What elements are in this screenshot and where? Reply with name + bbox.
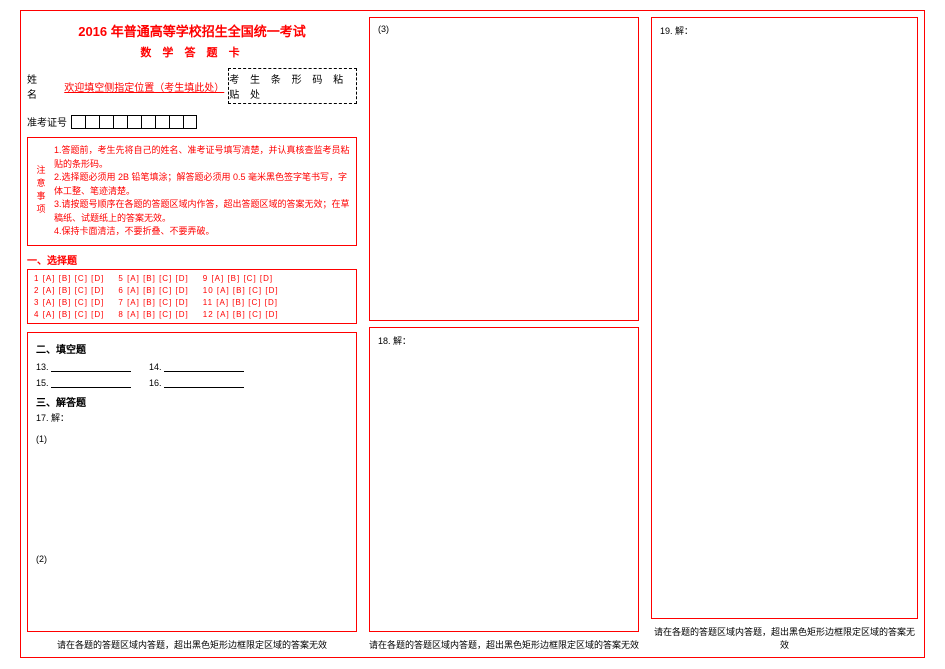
column-1: 2016 年普通高等学校招生全国统一考试 数 学 答 题 卡 姓 名 欢迎填空侧… (27, 17, 357, 651)
mc-col-2: 5 [A] [B] [C] [D] 6 [A] [B] [C] [D] 7 [A… (118, 274, 188, 319)
section-free-header: 三、解答题 (36, 394, 348, 409)
admission-number-label: 准考证号 (27, 114, 67, 129)
admission-number-row: 准考证号 (27, 114, 357, 129)
section-mc-header: 一、选择题 (27, 252, 357, 267)
panel-fill-and-q17: 二、填空题 13. 14. 15. 16. 三、解答题 17. 解： (1) (… (27, 332, 357, 632)
fill-row: 15. 16. (36, 378, 348, 388)
panel-q18: 18. 解： (369, 327, 639, 631)
q17-sub2: (2) (36, 554, 348, 564)
mc-row[interactable]: 1 [A] [B] [C] [D] (34, 274, 104, 283)
fill-row: 13. 14. (36, 362, 348, 372)
barcode-area: 考 生 条 形 码 粘 贴 处 (228, 68, 357, 104)
mc-row[interactable]: 3 [A] [B] [C] [D] (34, 298, 104, 307)
panel-q17-sub3: (3) (369, 17, 639, 321)
mc-row[interactable]: 12 [A] [B] [C] [D] (203, 310, 279, 319)
q19-label: 19. 解： (660, 24, 909, 37)
notice-box: 注意事项 1.答题前，考生先将自己的姓名、准考证号填写清楚，并认真核查监考员粘贴… (27, 137, 357, 246)
mc-row[interactable]: 4 [A] [B] [C] [D] (34, 310, 104, 319)
card-title: 数 学 答 题 卡 (27, 44, 357, 60)
multiple-choice-box: 1 [A] [B] [C] [D] 2 [A] [B] [C] [D] 3 [A… (27, 269, 357, 324)
q17-sub3: (3) (378, 24, 630, 34)
notice-line: 3.请按题号顺序在各题的答题区域内作答，超出答题区域的答案无效；在草稿纸、试题纸… (54, 198, 350, 225)
mc-col-1: 1 [A] [B] [C] [D] 2 [A] [B] [C] [D] 3 [A… (34, 274, 104, 319)
answer-sheet: 2016 年普通高等学校招生全国统一考试 数 学 答 题 卡 姓 名 欢迎填空侧… (20, 10, 925, 658)
notice-line: 1.答题前，考生先将自己的姓名、准考证号填写清楚，并认真核查监考员粘贴的条形码。 (54, 144, 350, 171)
q14-label: 14. (149, 362, 162, 372)
name-value: 欢迎填空侧指定位置（考生填此处） (64, 79, 220, 94)
mc-col-3: 9 [A] [B] [C] [D] 10 [A] [B] [C] [D] 11 … (203, 274, 279, 319)
exam-title: 2016 年普通高等学校招生全国统一考试 (27, 21, 357, 40)
panel-q19: 19. 解： (651, 17, 918, 619)
q16-label: 16. (149, 378, 162, 388)
q13-blank[interactable] (51, 362, 131, 372)
name-label: 姓 名 (27, 71, 56, 101)
notice-side-label: 注意事项 (34, 144, 48, 239)
notice-line: 2.选择题必须用 2B 铅笔填涂；解答题必须用 0.5 毫米黑色签字笔书写，字体… (54, 171, 350, 198)
mc-row[interactable]: 6 [A] [B] [C] [D] (118, 286, 188, 295)
footer-note-2: 请在各题的答题区域内答题，超出黑色矩形边框限定区域的答案无效 (369, 638, 639, 651)
q15-label: 15. (36, 378, 49, 388)
admission-number-boxes[interactable] (71, 115, 197, 129)
footer-note-3: 请在各题的答题区域内答题，超出黑色矩形边框限定区域的答案无效 (651, 625, 918, 651)
q18-label: 18. 解： (378, 334, 630, 347)
column-2: (3) 18. 解： 请在各题的答题区域内答题，超出黑色矩形边框限定区域的答案无… (369, 17, 639, 651)
q15-blank[interactable] (51, 378, 131, 388)
mc-row[interactable]: 11 [A] [B] [C] [D] (203, 298, 279, 307)
notice-text: 1.答题前，考生先将自己的姓名、准考证号填写清楚，并认真核查监考员粘贴的条形码。… (54, 144, 350, 239)
q17-sub1: (1) (36, 434, 348, 444)
section-fill-header: 二、填空题 (36, 341, 348, 356)
q13-label: 13. (36, 362, 49, 372)
q16-blank[interactable] (164, 378, 244, 388)
notice-line: 4.保持卡面清洁，不要折叠、不要弄破。 (54, 225, 350, 239)
q14-blank[interactable] (164, 362, 244, 372)
footer-note-1: 请在各题的答题区域内答题，超出黑色矩形边框限定区域的答案无效 (27, 638, 357, 651)
name-barcode-row: 姓 名 欢迎填空侧指定位置（考生填此处） 考 生 条 形 码 粘 贴 处 (27, 68, 357, 104)
q17-label: 17. 解： (36, 411, 348, 424)
column-3: 19. 解： 请在各题的答题区域内答题，超出黑色矩形边框限定区域的答案无效 (651, 17, 918, 651)
mc-row[interactable]: 8 [A] [B] [C] [D] (118, 310, 188, 319)
mc-row[interactable]: 9 [A] [B] [C] [D] (203, 274, 279, 283)
mc-row[interactable]: 2 [A] [B] [C] [D] (34, 286, 104, 295)
mc-row[interactable]: 10 [A] [B] [C] [D] (203, 286, 279, 295)
mc-row[interactable]: 7 [A] [B] [C] [D] (118, 298, 188, 307)
mc-row[interactable]: 5 [A] [B] [C] [D] (118, 274, 188, 283)
